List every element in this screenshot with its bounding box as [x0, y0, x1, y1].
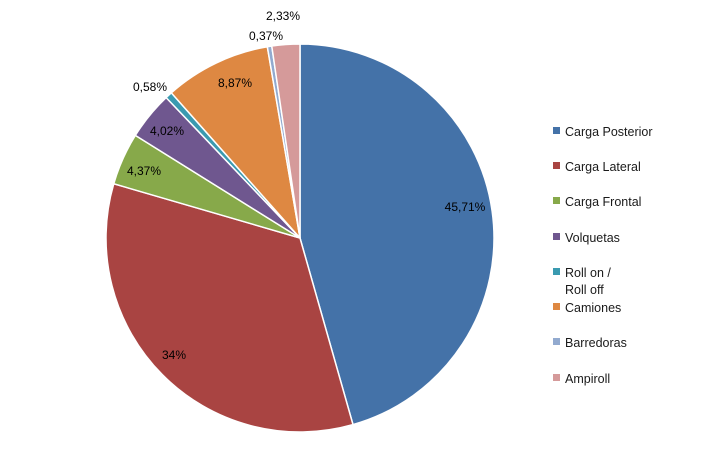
data-label: 34%: [162, 348, 186, 362]
pie-slices: [105, 43, 495, 433]
legend-label: Camiones: [565, 301, 621, 315]
pie-slice-carga-lateral: [105, 182, 354, 433]
data-label: 8,87%: [218, 76, 252, 90]
data-label: 0,37%: [249, 29, 283, 43]
pie-slice-camiones: [170, 45, 302, 241]
pie-slice-carga-posterior: [299, 43, 495, 426]
legend-label: Roll on / Roll off: [565, 266, 611, 297]
legend-swatch: [553, 197, 560, 204]
data-labels: 45,71% 34% 4,37% 4,02% 0,58% 8,87% 0,37% 2,33%: [127, 9, 486, 362]
legend-swatch: [553, 127, 560, 134]
pie-slice-ampiroll: [270, 43, 301, 239]
legend-swatch: [553, 374, 560, 381]
legend: Carga Posterior Carga Lateral Carga Fronta…: [553, 125, 653, 386]
legend-swatch: [553, 338, 560, 345]
legend-swatch: [553, 303, 560, 310]
legend-swatch: [553, 233, 560, 240]
legend-label: Carga Posterior: [565, 125, 653, 139]
legend-swatch: [553, 268, 560, 275]
legend-label: Volquetas: [565, 231, 620, 245]
legend-label: Barredoras: [565, 336, 627, 350]
data-label: 0,58%: [133, 80, 167, 94]
data-label: 4,02%: [150, 124, 184, 138]
data-label: 4,37%: [127, 164, 161, 178]
legend-swatch: [553, 162, 560, 169]
data-label: 45,71%: [445, 200, 486, 214]
data-label: 2,33%: [266, 9, 300, 23]
legend-label: Ampiroll: [565, 372, 610, 386]
legend-label: Carga Frontal: [565, 195, 641, 209]
legend-label: Carga Lateral: [565, 160, 641, 174]
